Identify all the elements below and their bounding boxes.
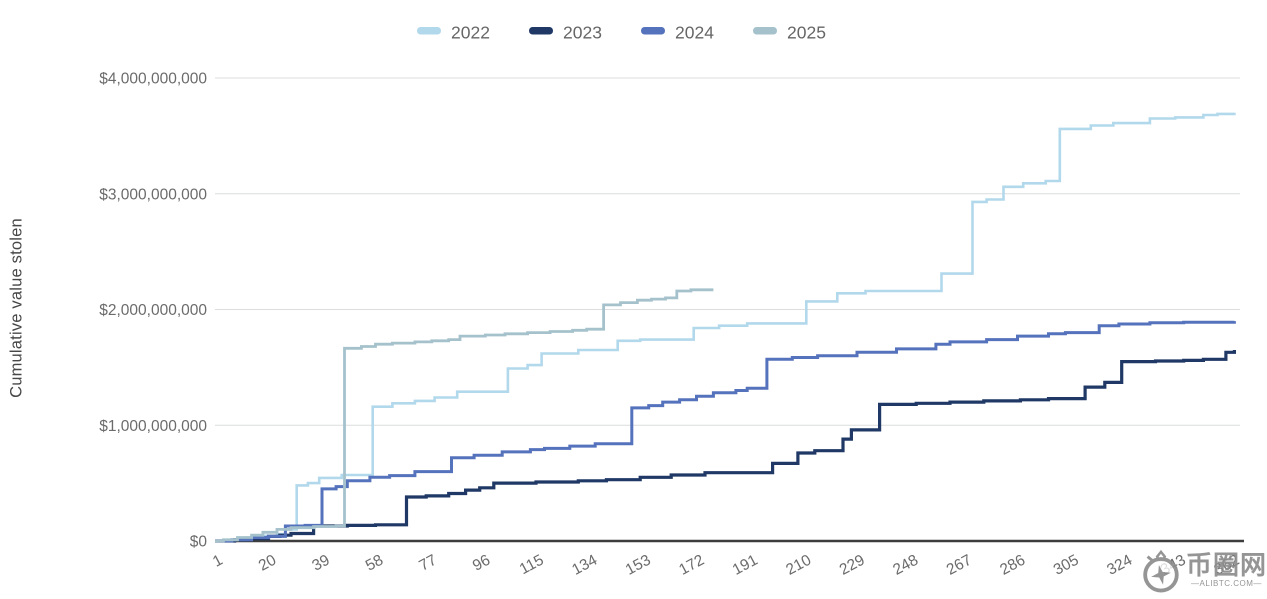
x-tick-group: 39 bbox=[309, 552, 332, 575]
x-axis-tick-label: 1 bbox=[210, 552, 226, 571]
legend-item-2024[interactable]: 2024 bbox=[641, 23, 714, 43]
x-tick-group: 305 bbox=[1051, 552, 1082, 579]
x-tick-group: 248 bbox=[890, 552, 921, 579]
x-tick-group: 134 bbox=[569, 551, 600, 578]
watermark-domain: —ALIBTC.COM— bbox=[1191, 579, 1262, 588]
x-axis-tick-label: 77 bbox=[416, 552, 439, 575]
x-tick-group: 286 bbox=[997, 552, 1028, 579]
y-axis-tick-label: $1,000,000,000 bbox=[99, 418, 207, 435]
legend-item-2025[interactable]: 2025 bbox=[753, 23, 826, 43]
x-tick-group: 77 bbox=[416, 552, 439, 575]
x-tick-group: 58 bbox=[363, 552, 386, 575]
y-axis-title: Cumulative value stolen bbox=[7, 218, 26, 398]
x-tick-group: 115 bbox=[517, 552, 547, 579]
x-axis-tick-label: 191 bbox=[730, 552, 761, 579]
plot-area[interactable] bbox=[215, 60, 1240, 541]
x-axis-tick-label: 96 bbox=[470, 552, 493, 575]
y-axis-tick-label: $2,000,000,000 bbox=[99, 302, 207, 319]
legend-item-2022[interactable]: 2022 bbox=[417, 23, 490, 43]
x-axis-tick-label: 134 bbox=[569, 551, 600, 578]
x-tick-group: 191 bbox=[730, 552, 761, 579]
x-axis-tick-label: 172 bbox=[676, 552, 707, 579]
x-axis-tick-label: 115 bbox=[517, 552, 547, 579]
watermark-text: 币圈网 —ALIBTC.COM— bbox=[1186, 552, 1267, 588]
y-axis-tick-label: $4,000,000,000 bbox=[99, 71, 207, 88]
x-axis-tick-label: 248 bbox=[890, 552, 921, 579]
x-axis-tick-label: 324 bbox=[1104, 551, 1135, 578]
coin-icon bbox=[1143, 549, 1179, 593]
x-tick-group: 267 bbox=[944, 552, 975, 579]
x-axis-tick-label: 305 bbox=[1051, 552, 1082, 579]
legend-swatch-2024 bbox=[641, 27, 665, 35]
x-axis-tick-label: 286 bbox=[997, 552, 1028, 579]
legend-label-2024: 2024 bbox=[675, 23, 714, 43]
series-line-2025[interactable] bbox=[215, 288, 714, 543]
series-line-2023[interactable] bbox=[215, 350, 1236, 543]
x-tick-group: 172 bbox=[676, 552, 707, 579]
x-axis-tick-label: 267 bbox=[944, 552, 975, 579]
legend-label-2025: 2025 bbox=[787, 23, 826, 43]
x-tick-group: 153 bbox=[623, 552, 654, 579]
x-axis-tick-label: 229 bbox=[837, 552, 868, 579]
legend-swatch-2023 bbox=[529, 27, 553, 35]
legend-swatch-2025 bbox=[753, 27, 777, 35]
x-axis-tick-label: 20 bbox=[256, 551, 280, 574]
y-axis-tick-label: $3,000,000,000 bbox=[99, 186, 207, 203]
x-tick-group: 210 bbox=[783, 551, 814, 578]
x-tick-group: 96 bbox=[470, 552, 493, 575]
x-axis-tick-label: 39 bbox=[309, 552, 332, 575]
series-line-2024[interactable] bbox=[215, 320, 1236, 543]
x-tick-group: 229 bbox=[837, 552, 868, 579]
series-line-2022[interactable] bbox=[215, 112, 1236, 543]
x-tick-group: 324 bbox=[1104, 551, 1135, 578]
legend-label-2022: 2022 bbox=[451, 23, 490, 43]
watermark: 币圈网 —ALIBTC.COM— bbox=[1138, 543, 1267, 597]
x-axis-tick-label: 58 bbox=[363, 552, 386, 575]
y-axis-tick-label: $0 bbox=[190, 534, 208, 551]
legend-swatch-2022 bbox=[417, 27, 441, 35]
x-axis-tick-label: 153 bbox=[623, 552, 654, 579]
x-tick-group: 1 bbox=[210, 552, 226, 571]
x-axis-tick-label: 210 bbox=[783, 551, 814, 578]
legend-item-2023[interactable]: 2023 bbox=[529, 23, 602, 43]
legend-label-2023: 2023 bbox=[563, 23, 602, 43]
watermark-site-name: 币圈网 bbox=[1185, 550, 1267, 580]
x-tick-group: 20 bbox=[256, 551, 280, 574]
